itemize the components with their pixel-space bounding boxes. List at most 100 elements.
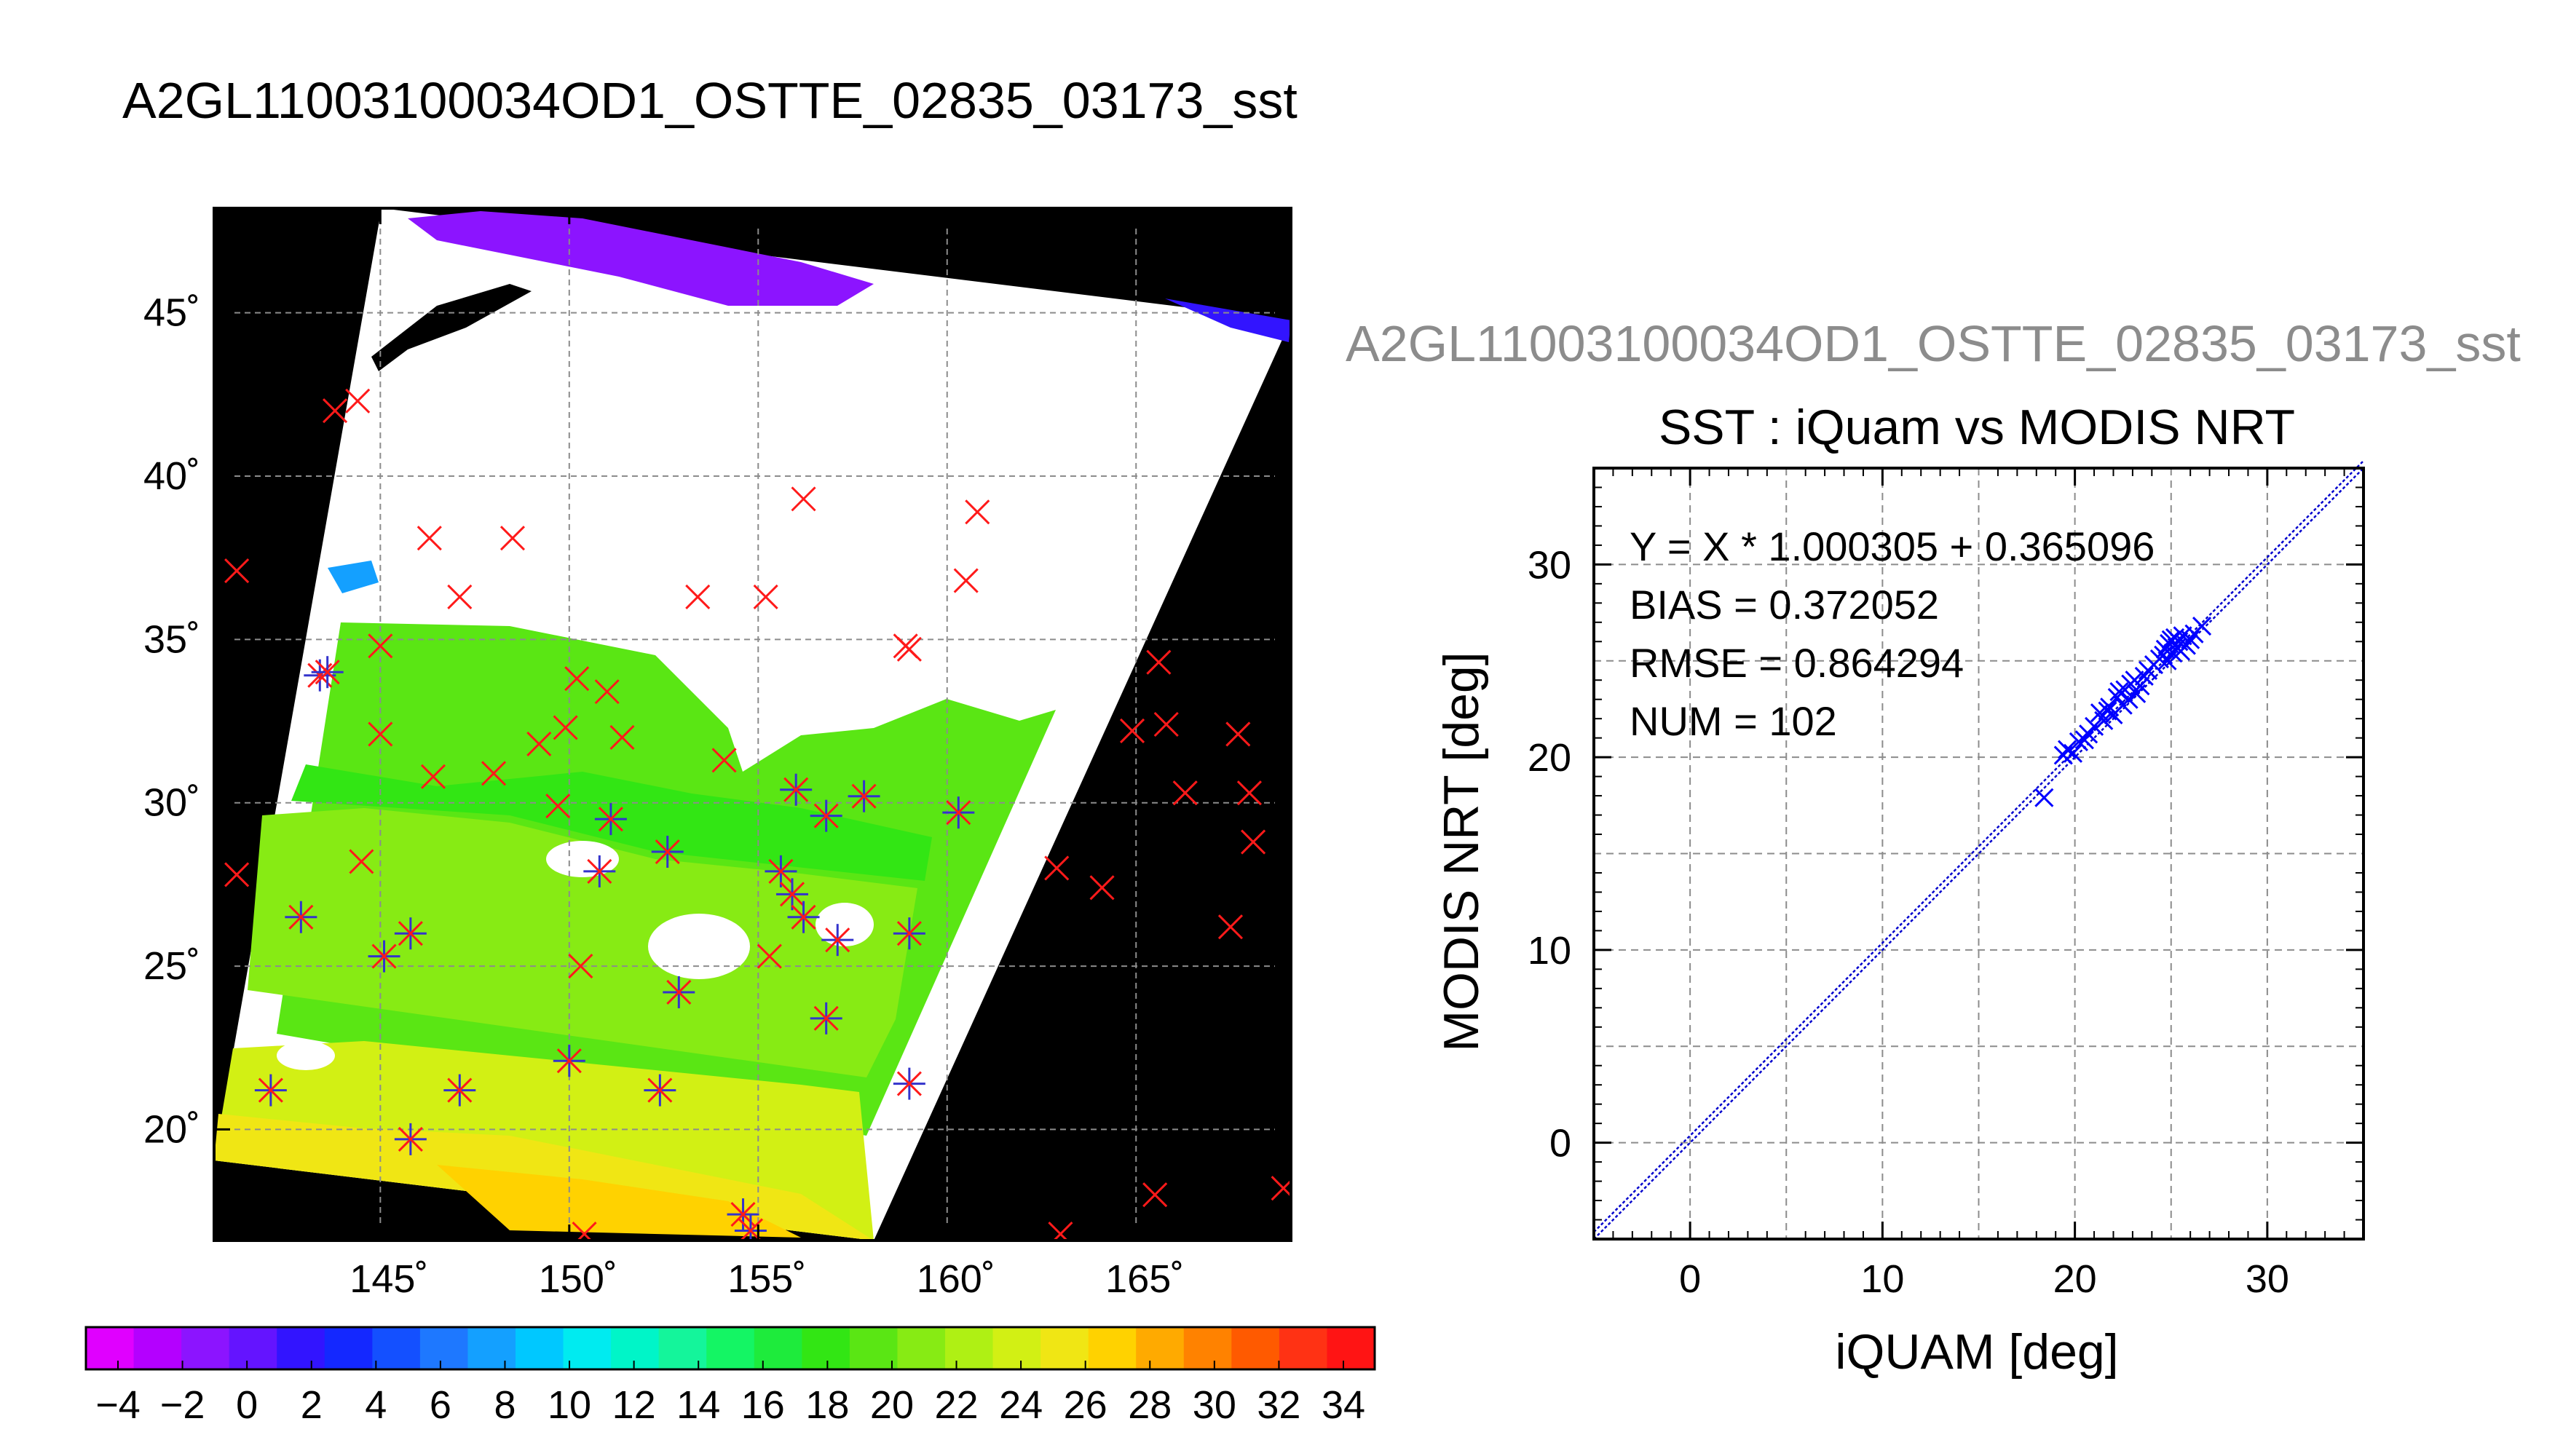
cloud-patch <box>277 1041 335 1070</box>
scatter-ticks: 0 10 20 30 0 10 20 30 <box>1528 468 2364 1301</box>
buoy-marker <box>1172 780 1198 806</box>
colorbar-tick-label: 16 <box>741 1383 785 1427</box>
buoy-marker <box>1089 875 1115 901</box>
colorbar-segment <box>611 1327 660 1369</box>
map-tick-label-lat: 25˚ <box>143 944 200 988</box>
colorbar-segment <box>992 1327 1041 1369</box>
sst-band-yellowgreen <box>248 808 917 1077</box>
fit-line <box>1593 460 2364 1233</box>
colorbar-segment <box>563 1327 612 1369</box>
map-tick-label-lon: 165˚ <box>1105 1257 1184 1301</box>
scatter-point <box>2134 666 2154 686</box>
colorbar-segment <box>1279 1327 1327 1369</box>
scatter-file-title: A2GL11003100034OD1_OSTTE_02835_03173_sst <box>1346 315 2521 372</box>
matched-marker <box>553 1045 585 1077</box>
sst-band-blue <box>1165 298 1291 342</box>
buoy-marker <box>564 666 590 692</box>
matched-marker <box>765 855 797 887</box>
matched-marker <box>775 878 808 911</box>
map-ticks: 145˚ 150˚ 155˚ 160˚ 165˚ 20˚ 25˚ 30˚ 35˚ 40˚ 45˚ <box>143 208 1291 1301</box>
colorbar-segment <box>1231 1327 1280 1369</box>
matched-marker <box>443 1074 476 1107</box>
colorbar-frame <box>84 1326 1376 1371</box>
buoy-marker <box>416 526 442 551</box>
matched-marker <box>394 1123 427 1155</box>
stats-line: RMSE = 0.864294 <box>1630 640 1964 686</box>
colorbar-segment <box>467 1327 516 1369</box>
colorbar: −4 −2 0 2 4 6 8 10 12 14 16 18 20 22 24 26 28 30 32 34 <box>84 1326 1376 1427</box>
scatter-tick-label-x: 30 <box>2246 1257 2289 1301</box>
scatter-point <box>2074 730 2094 750</box>
map-tick-label-lat: 30˚ <box>143 781 200 825</box>
scatter-tick-label-x: 0 <box>1679 1257 1701 1301</box>
matched-marker <box>780 773 813 806</box>
colorbar-segment <box>133 1327 182 1369</box>
colorbar-tick-label: 10 <box>548 1383 591 1427</box>
buoy-marker <box>224 862 250 887</box>
buoy-marker <box>1142 1182 1168 1208</box>
scatter-tick-label-y: 10 <box>1528 929 1571 973</box>
buoy-marker <box>753 584 778 610</box>
matched-marker <box>644 1074 676 1107</box>
scatter-point <box>2034 788 2054 807</box>
colorbar-segment <box>277 1327 325 1369</box>
buoy-marker <box>594 679 620 705</box>
matched-marker <box>583 855 616 887</box>
buoy-marker <box>1153 711 1179 737</box>
matched-marker <box>821 924 854 957</box>
colorbar-segment <box>324 1327 373 1369</box>
colorbar-tick-label: −4 <box>95 1383 141 1427</box>
cloud-patch <box>546 841 619 877</box>
colorbar-segment <box>1088 1327 1137 1369</box>
colorbar-tick-label: 26 <box>1064 1383 1107 1427</box>
scatter-point <box>2079 724 2098 744</box>
colorbar-tick-label: 4 <box>365 1383 387 1427</box>
colorbar-segment <box>658 1327 707 1369</box>
scatter-point <box>2157 651 2177 670</box>
buoy-marker <box>368 633 393 659</box>
scatter-point <box>2069 732 2088 752</box>
colorbar-segment <box>86 1327 135 1369</box>
matched-marker <box>285 901 317 933</box>
scatter-point <box>2163 644 2183 663</box>
colorbar-tick-label: 20 <box>870 1383 914 1427</box>
matched-marker <box>893 1067 925 1100</box>
matched-marker <box>810 1002 842 1034</box>
scatter-point <box>2109 682 2129 702</box>
buoy-marker <box>1044 855 1070 881</box>
matched-marker <box>810 799 842 832</box>
colorbar-tick-label: 30 <box>1193 1383 1236 1427</box>
matched-marker <box>663 976 695 1008</box>
colorbar-tick-label: 0 <box>236 1383 258 1427</box>
colorbar-tick-label: 24 <box>999 1383 1043 1427</box>
matched-marker <box>311 656 344 689</box>
matched-marker <box>368 940 400 973</box>
colorbar-tick-label: 2 <box>301 1383 323 1427</box>
buoy-marker <box>1225 721 1251 747</box>
scatter-point <box>2176 636 2196 655</box>
scatter-plot: SST : iQuam vs MODIS NRT 0 10 20 300102030 … <box>1434 400 2365 1380</box>
colorbar-segment <box>945 1327 994 1369</box>
map-tick-label-lon: 160˚ <box>917 1257 995 1301</box>
scatter-points <box>2034 617 2212 807</box>
scatter-point <box>2084 716 2104 736</box>
colorbar-tick-label: 34 <box>1322 1383 1365 1427</box>
buoy-marker <box>896 636 922 662</box>
scatter-tick-label-y: 0 <box>1549 1122 1571 1166</box>
cloud-patch <box>648 914 750 979</box>
colorbar-tick-label: 22 <box>934 1383 978 1427</box>
matched-marker <box>848 780 880 812</box>
buoy-marker <box>685 584 711 610</box>
buoy-marker <box>791 486 816 512</box>
buoy-marker <box>224 558 250 584</box>
colorbar-segment <box>1040 1327 1089 1369</box>
matched-marker <box>254 1074 287 1107</box>
buoy-marker <box>1146 649 1172 675</box>
buoy-marker <box>953 568 979 593</box>
colorbar-segment <box>516 1327 564 1369</box>
colorbar-segment <box>419 1327 468 1369</box>
land <box>371 284 532 371</box>
buoy-marker <box>345 388 371 414</box>
stats-line: Y = X * 1.000305 + 0.365096 <box>1630 523 2155 569</box>
scatter-tick-label-x: 10 <box>1860 1257 1904 1301</box>
